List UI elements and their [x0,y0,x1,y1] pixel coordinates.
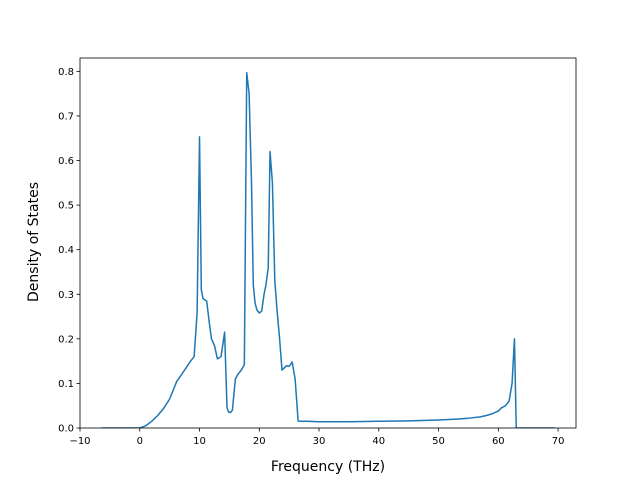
x-tick-label: 0 [137,436,143,447]
x-tick-label: −10 [69,436,90,447]
x-tick-label: 40 [372,436,385,447]
y-tick-label: 0.4 [58,245,74,256]
x-axis-label: Frequency (THz) [271,459,385,475]
series-line-0 [101,71,556,428]
axes: −10 0 10 20 30 40 50 60 70 0.0 0.1 0.2 0.3 0.4 0.5 0.6 0… [58,57,577,447]
x-tick-label: 10 [193,436,206,447]
x-tick-label: 20 [253,436,266,447]
y-tick-label: 0.1 [58,379,74,390]
y-tick-label: 0.8 [58,67,74,78]
x-tick-label: 30 [313,436,326,447]
y-tick-label: 0.5 [58,201,74,212]
y-tick-label: 0.7 [58,111,74,122]
x-tick-label: 60 [492,436,505,447]
x-tick-label: 70 [552,436,565,447]
y-tick-label: 0.2 [58,334,74,345]
x-tick-label: 50 [432,436,445,447]
y-tick-label: 0.6 [58,156,74,167]
y-tick-label: 0.3 [58,290,74,301]
y-axis-label: Density of States [26,182,42,302]
axes-frame [79,57,577,429]
y-tick-label: 0.0 [58,424,74,435]
plot-area [101,71,556,428]
